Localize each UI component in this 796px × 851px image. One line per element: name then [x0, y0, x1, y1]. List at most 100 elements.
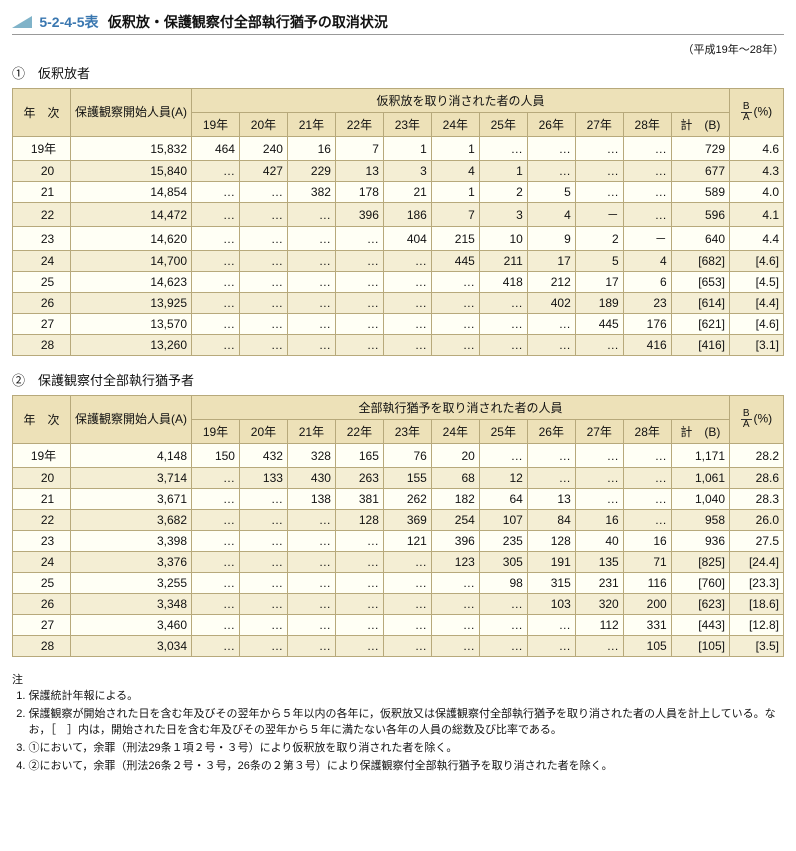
cell: 3,398 [71, 531, 192, 552]
table-row: 2214,472………396186734－…5964.1 [13, 203, 784, 227]
cell: 23 [13, 227, 71, 251]
cell: … [383, 251, 431, 272]
cell: … [239, 594, 287, 615]
cell: … [431, 573, 479, 594]
cell: … [239, 615, 287, 636]
cell: 6 [623, 272, 671, 293]
cell: … [431, 272, 479, 293]
table-row: 233,398…………121396235128401693627.5 [13, 531, 784, 552]
ratio-header: BA(%) [730, 396, 784, 444]
cell: 369 [383, 510, 431, 531]
cell: 20 [13, 161, 71, 182]
table-row: 253,255………………98315231116[760][23.3] [13, 573, 784, 594]
cell: 28.2 [730, 444, 784, 468]
cell: … [431, 594, 479, 615]
cell: 212 [527, 272, 575, 293]
cell: 27 [13, 314, 71, 335]
cell: 14,472 [71, 203, 192, 227]
cell: 64 [479, 489, 527, 510]
cell: … [335, 227, 383, 251]
cell: … [335, 335, 383, 356]
cell: … [192, 489, 240, 510]
cell: 15,840 [71, 161, 192, 182]
cell: 176 [623, 314, 671, 335]
cell: 427 [239, 161, 287, 182]
cell: … [239, 251, 287, 272]
cell: … [192, 510, 240, 531]
cell: 14,620 [71, 227, 192, 251]
table-row: 2314,620…………4042151092－6404.4 [13, 227, 784, 251]
cell: 68 [431, 468, 479, 489]
cell: 26 [13, 594, 71, 615]
cell: 404 [383, 227, 431, 251]
table-row: 243,376……………12330519113571[825][24.4] [13, 552, 784, 573]
cell: … [335, 636, 383, 657]
cell: 305 [479, 552, 527, 573]
col-header: 28年 [623, 420, 671, 444]
cell: … [575, 468, 623, 489]
cell: [682] [671, 251, 729, 272]
cell: 640 [671, 227, 729, 251]
cell: … [383, 636, 431, 657]
col-header: 22年 [335, 420, 383, 444]
cell: … [623, 203, 671, 227]
cell: 4.6 [730, 137, 784, 161]
cell: … [239, 272, 287, 293]
cell: 729 [671, 137, 729, 161]
cell: 7 [431, 203, 479, 227]
table-row: 213,671……1383812621826413……1,04028.3 [13, 489, 784, 510]
cell: 262 [383, 489, 431, 510]
cell: 71 [623, 552, 671, 573]
cell: 4 [623, 251, 671, 272]
cell: 315 [527, 573, 575, 594]
cell: … [335, 314, 383, 335]
col-header: 23年 [383, 420, 431, 444]
cell: [825] [671, 552, 729, 573]
cell: … [239, 335, 287, 356]
cell: … [623, 468, 671, 489]
cell: 320 [575, 594, 623, 615]
cell: … [527, 615, 575, 636]
cell: 98 [479, 573, 527, 594]
notes-lead: 注 [12, 674, 23, 686]
cell: 200 [623, 594, 671, 615]
cell: 23 [13, 531, 71, 552]
cell: 1,040 [671, 489, 729, 510]
notes: 注 保護統計年報による。保護観察が開始された日を含む年及びその翌年から５年以内の… [12, 671, 784, 773]
cell: [4.4] [730, 293, 784, 314]
cell: 23 [623, 293, 671, 314]
cell: 402 [527, 293, 575, 314]
cell: … [192, 203, 240, 227]
table-row: 283,034………………………105[105][3.5] [13, 636, 784, 657]
col-header: 24年 [431, 420, 479, 444]
cell: 14,854 [71, 182, 192, 203]
cell: 1,171 [671, 444, 729, 468]
cell: 40 [575, 531, 623, 552]
cell: … [527, 137, 575, 161]
cell: 2 [479, 182, 527, 203]
cell: 105 [623, 636, 671, 657]
cell: 13 [335, 161, 383, 182]
section-label: ① 仮釈放者 [12, 63, 784, 82]
cell: 10 [479, 227, 527, 251]
cell: 14,700 [71, 251, 192, 272]
year-range: （平成19年～28年） [12, 41, 784, 57]
col-header: 21年 [287, 113, 335, 137]
cell: … [239, 314, 287, 335]
cell: … [192, 227, 240, 251]
cell: 4 [527, 203, 575, 227]
note-item: 保護統計年報による。 [29, 687, 785, 703]
cell: 430 [287, 468, 335, 489]
cell: 22 [13, 510, 71, 531]
cell: 25 [13, 573, 71, 594]
cell: … [192, 335, 240, 356]
cell: … [431, 293, 479, 314]
cell: 19年 [13, 137, 71, 161]
cell: 416 [623, 335, 671, 356]
cell: … [287, 335, 335, 356]
cell: － [575, 203, 623, 227]
cell: … [287, 552, 335, 573]
cell: … [575, 444, 623, 468]
col-header: 計 (B) [671, 420, 729, 444]
cell: … [192, 615, 240, 636]
